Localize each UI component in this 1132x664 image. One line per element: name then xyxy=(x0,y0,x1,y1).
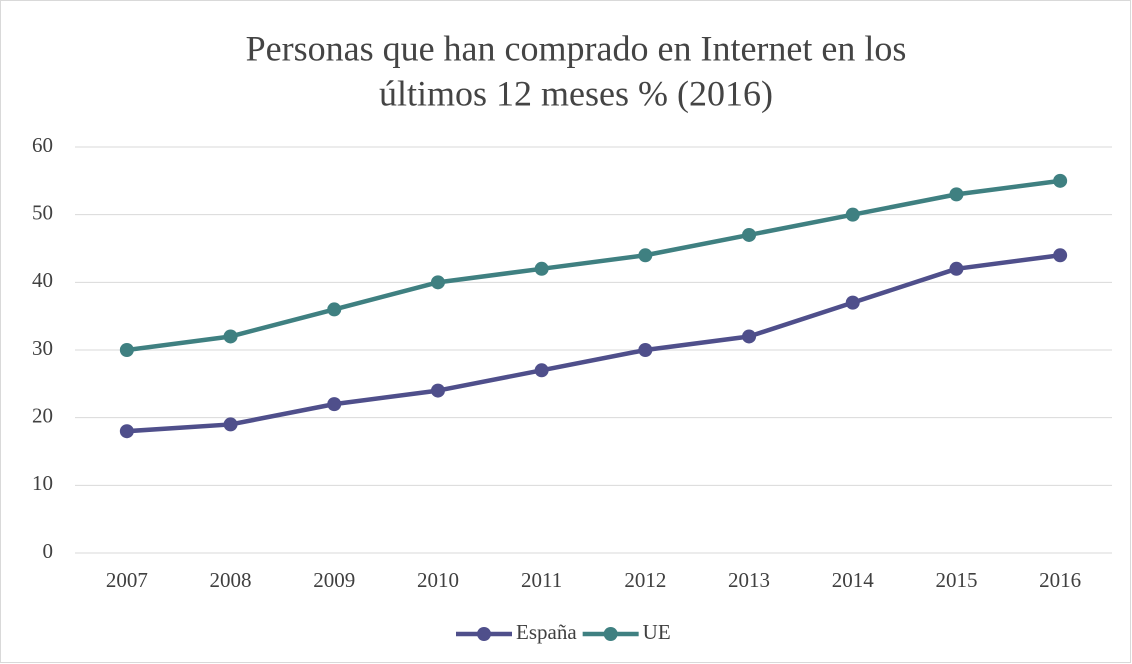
chart-title: últimos 12 meses % (2016) xyxy=(379,73,773,113)
y-tick-label: 10 xyxy=(32,471,53,495)
point xyxy=(949,261,964,276)
point xyxy=(327,397,342,412)
point xyxy=(430,275,445,290)
legend-marker xyxy=(477,627,491,641)
point xyxy=(949,187,964,202)
y-tick-label: 50 xyxy=(32,200,53,224)
x-tick-label: 2015 xyxy=(935,568,977,592)
point xyxy=(534,363,549,378)
point xyxy=(1053,248,1068,263)
x-tick-label: 2010 xyxy=(417,568,459,592)
point xyxy=(430,383,445,398)
y-tick-label: 0 xyxy=(43,539,54,563)
y-tick-label: 30 xyxy=(32,336,53,360)
x-tick-label: 2013 xyxy=(728,568,770,592)
series-line xyxy=(126,178,1061,353)
point xyxy=(638,343,653,357)
x-tick-label: 2012 xyxy=(624,568,666,592)
x-tick-label: 2016 xyxy=(1039,568,1081,592)
point xyxy=(845,295,860,310)
series-line xyxy=(126,253,1061,434)
x-tick-label: 2009 xyxy=(313,568,355,592)
chart-title: Personas que han comprado en Internet en… xyxy=(246,28,907,68)
point xyxy=(119,424,134,439)
point xyxy=(223,417,238,432)
point xyxy=(1053,173,1068,188)
y-tick-label: 40 xyxy=(32,268,53,292)
point xyxy=(845,207,860,222)
x-tick-label: 2007 xyxy=(106,568,148,592)
x-tick-label: 2011 xyxy=(521,568,562,592)
point xyxy=(223,329,238,344)
legend-marker xyxy=(603,627,618,641)
point xyxy=(742,227,757,242)
y-tick-label: 60 xyxy=(32,133,53,157)
point xyxy=(327,302,342,317)
point xyxy=(119,343,134,357)
point xyxy=(742,329,757,344)
x-tick-label: 2014 xyxy=(832,568,875,592)
legend-label: UE xyxy=(643,620,671,644)
point xyxy=(534,261,549,276)
point xyxy=(638,248,653,263)
x-tick-label: 2008 xyxy=(210,568,252,592)
y-tick-label: 20 xyxy=(32,403,53,427)
legend-label: España xyxy=(516,620,577,644)
